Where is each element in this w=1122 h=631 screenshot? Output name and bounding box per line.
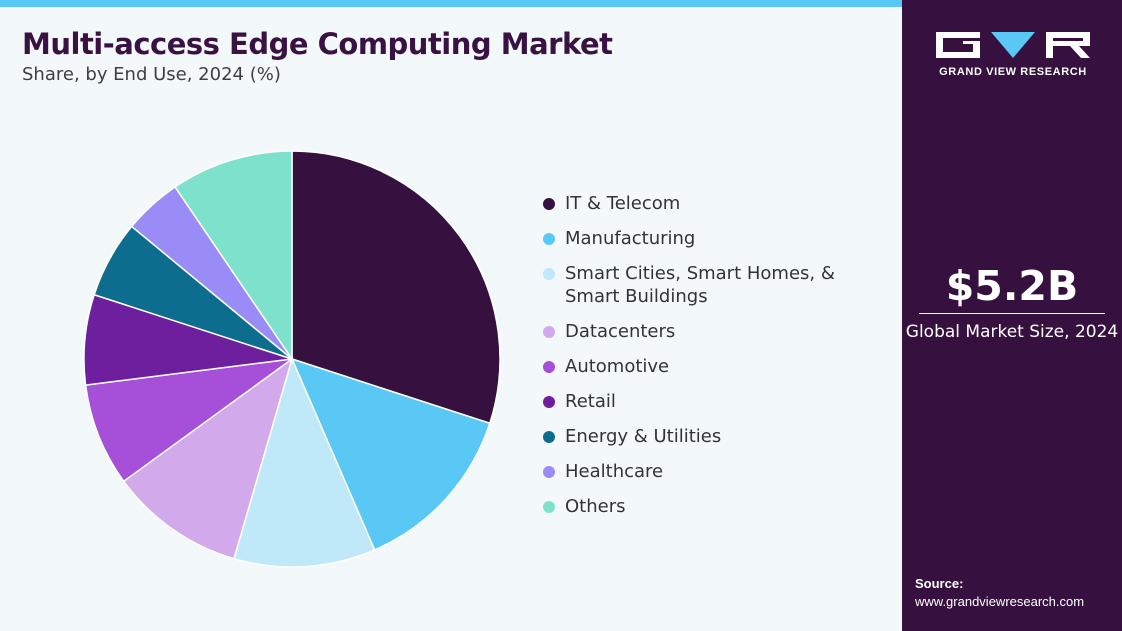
legend-swatch-icon <box>543 233 555 245</box>
company-logo: GRAND VIEW RESEARCH <box>933 30 1093 80</box>
accent-bar <box>0 0 902 7</box>
sidebar: GRAND VIEW RESEARCH $5.2B Global Market … <box>902 0 1122 631</box>
legend-label: IT & Telecom <box>565 193 681 214</box>
pie-slice-manufacturing <box>290 357 491 551</box>
legend-item: Datacenters <box>543 320 845 343</box>
legend-swatch-icon <box>543 326 555 338</box>
pie-slice-others <box>174 150 293 362</box>
divider <box>919 313 1105 314</box>
legend-label: Smart Cities, Smart Homes, & Smart Build… <box>565 263 835 307</box>
legend-label: Retail <box>565 391 616 412</box>
chart-legend: IT & Telecom Manufacturing Smart Cities, S… <box>543 192 845 530</box>
legend-swatch-icon <box>543 466 555 478</box>
pie-slice-automotive <box>84 358 293 483</box>
source-label: Source: <box>915 576 964 591</box>
logo-text: GRAND VIEW RESEARCH <box>939 66 1087 78</box>
source-link[interactable]: www.grandviewresearch.com <box>915 594 1085 609</box>
pie-slice-datacenters <box>122 357 294 560</box>
legend-swatch-icon <box>543 198 555 210</box>
legend-item: IT & Telecom <box>543 192 845 215</box>
legend-label: Healthcare <box>565 461 664 482</box>
market-size-value: $5.2B <box>945 262 1079 310</box>
pie-slice-smart-cities-smart-homes-smart-buildings <box>233 356 376 568</box>
legend-label: Manufacturing <box>565 228 696 249</box>
chart-panel: Multi-access Edge Computing Market Share… <box>0 0 902 631</box>
legend-label: Automotive <box>565 356 670 377</box>
legend-swatch-icon <box>543 268 555 280</box>
legend-item: Energy & Utilities <box>543 425 845 448</box>
legend-swatch-icon <box>543 501 555 513</box>
legend-item: Smart Cities, Smart Homes, & Smart Build… <box>543 262 845 308</box>
legend-item: Others <box>543 495 845 518</box>
market-size-label: Global Market Size, 2024 <box>905 322 1119 342</box>
chart-subtitle: Share, by End Use, 2024 (%) <box>22 64 281 85</box>
legend-swatch-icon <box>543 361 555 373</box>
pie-chart <box>83 150 501 568</box>
legend-label: Others <box>565 496 626 517</box>
legend-item: Manufacturing <box>543 227 845 250</box>
legend-item: Healthcare <box>543 460 845 483</box>
legend-label: Energy & Utilities <box>565 426 722 447</box>
legend-item: Retail <box>543 390 845 413</box>
legend-swatch-icon <box>543 396 555 408</box>
logo-mark-icon <box>936 32 1090 58</box>
pie-slice-it-telecom <box>291 150 501 425</box>
legend-label: Datacenters <box>565 321 676 342</box>
legend-item: Automotive <box>543 355 845 378</box>
legend-swatch-icon <box>543 431 555 443</box>
chart-title: Multi-access Edge Computing Market <box>22 27 613 61</box>
